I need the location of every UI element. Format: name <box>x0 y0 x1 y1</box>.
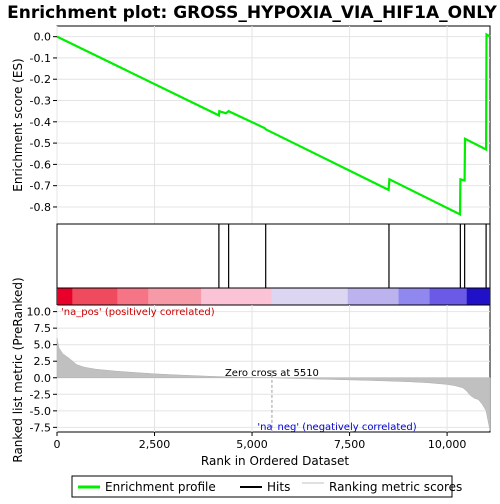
hits-frame <box>57 224 490 288</box>
negative-correlation-label: 'na_neg' (negatively correlated) <box>257 422 416 433</box>
es-tick-label: -0.5 <box>30 137 51 150</box>
es-tick-label: -0.4 <box>30 116 51 129</box>
es-tick-label: -0.6 <box>30 158 51 171</box>
metric-tick-label: 10.0 <box>27 306 52 319</box>
legend-label-hits: Hits <box>267 480 290 494</box>
positive-correlation-label: 'na_pos' (positively correlated) <box>61 307 215 318</box>
es-tick-label: -0.3 <box>30 95 51 108</box>
colorbar-segment <box>348 289 399 305</box>
es-tick-label: 0.0 <box>34 31 52 44</box>
colorbar-segment <box>149 289 202 305</box>
hits-panel <box>57 224 490 288</box>
es-plot-frame <box>57 26 490 224</box>
zero-cross-label: Zero cross at 5510 <box>225 368 319 379</box>
x-tick-label: 0 <box>54 438 61 451</box>
es-tick-label: -0.7 <box>30 180 51 193</box>
colorbar-segment <box>272 289 348 305</box>
colorbar-segment <box>467 289 490 305</box>
x-tick-label: 10,000 <box>428 438 467 451</box>
colorbar-segment <box>73 289 118 305</box>
colorbar-segment <box>398 289 429 305</box>
x-tick-label: 2,500 <box>139 438 171 451</box>
es-tick-label: -0.8 <box>30 201 51 214</box>
x-axis-label: Rank in Ordered Dataset <box>201 454 349 468</box>
es-panel: 0.0 -0.1 -0.2 -0.3 -0.4 -0.5 -0.6 -0.7 -0.8 Enri… <box>11 26 490 224</box>
metric-y-ticks: 10.0 7.5 5.0 2.5 0.0 -2.5 -5.0 -7.5 <box>27 306 58 435</box>
metric-tick-label: -5.0 <box>30 405 51 418</box>
colorbar-segment <box>57 289 73 305</box>
chart-title: Enrichment plot: GROSS_HYPOXIA_VIA_HIF1A… <box>7 3 497 23</box>
legend-label-ranking-metric-scores: Ranking metric scores <box>329 480 462 494</box>
es-tick-label: -0.1 <box>30 52 51 65</box>
legend-label-enrichment-profile: Enrichment profile <box>105 480 216 494</box>
metric-y-axis-label: Ranked list metric (PreRanked) <box>11 277 25 462</box>
x-tick-label: 7,500 <box>334 438 366 451</box>
x-axis-ticks: 0 2,500 5,000 7,500 10,000 <box>54 432 467 451</box>
es-tick-label: -0.2 <box>30 73 51 86</box>
es-y-axis-label: Enrichment score (ES) <box>11 58 25 191</box>
metric-tick-label: -7.5 <box>30 421 51 434</box>
colorbar-segment <box>117 289 148 305</box>
ranking-colorbar <box>57 288 490 305</box>
x-tick-label: 5,000 <box>236 438 268 451</box>
colorbar-segments <box>57 289 490 305</box>
metric-tick-label: 7.5 <box>34 322 52 335</box>
metric-tick-label: -2.5 <box>30 388 51 401</box>
colorbar-segment <box>430 289 467 305</box>
metric-tick-label: 2.5 <box>34 355 52 368</box>
metric-tick-label: 0.0 <box>34 372 52 385</box>
metric-panel: 10.0 7.5 5.0 2.5 0.0 -2.5 -5.0 -7.5 Zero cross … <box>11 277 490 462</box>
es-y-ticks: 0.0 -0.1 -0.2 -0.3 -0.4 -0.5 -0.6 -0.7 -0.8 <box>30 31 57 214</box>
metric-tick-label: 5.0 <box>34 339 52 352</box>
colorbar-segment <box>201 289 272 305</box>
legend: Enrichment profile Hits Ranking metric s… <box>72 476 462 497</box>
